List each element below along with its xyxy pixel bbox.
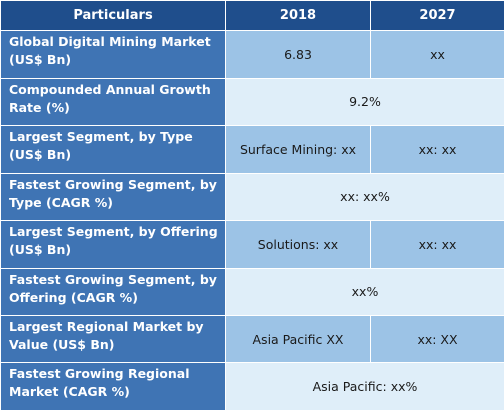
row-label: Largest Segment, by Type (US$ Bn) (0, 125, 226, 174)
header-2027: 2027 (370, 0, 504, 32)
table-row: Largest Segment, by Offering (US$ Bn) So… (0, 220, 504, 269)
row-label: Largest Regional Market by Value (US$ Bn… (0, 314, 226, 364)
row-label: Global Digital Mining Market (US$ Bn) (0, 30, 226, 79)
table-row: Compounded Annual Growth Rate (%) 9.2% (0, 77, 504, 127)
row-label: Largest Segment, by Offering (US$ Bn) (0, 220, 226, 269)
merged-value: xx: xx% (225, 172, 504, 222)
merged-value: 9.2% (225, 77, 504, 127)
value-2018: Solutions: xx (225, 220, 371, 269)
value-2027: xx (370, 30, 504, 79)
header-particulars: Particulars (0, 0, 226, 32)
merged-value: xx% (225, 267, 504, 317)
row-label: Fastest Growing Segment, by Type (CAGR %… (0, 172, 226, 222)
value-2018: Asia Pacific XX (225, 314, 371, 364)
value-2018: 6.83 (225, 30, 371, 79)
value-2027: xx: xx (370, 125, 504, 174)
value-2027: xx: XX (370, 314, 504, 364)
header-row: Particulars 2018 2027 (0, 0, 504, 32)
table-row: Fastest Growing Segment, by Offering (CA… (0, 267, 504, 317)
table-row: Largest Regional Market by Value (US$ Bn… (0, 314, 504, 364)
value-2018: Surface Mining: xx (225, 125, 371, 174)
table-row: Largest Segment, by Type (US$ Bn) Surfac… (0, 125, 504, 174)
merged-value: Asia Pacific: xx% (225, 362, 504, 411)
table-row: Fastest Growing Segment, by Type (CAGR %… (0, 172, 504, 222)
header-2018: 2018 (225, 0, 371, 32)
table-row: Global Digital Mining Market (US$ Bn) 6.… (0, 30, 504, 79)
value-2027: xx: xx (370, 220, 504, 269)
table-row: Fastest Growing Regional Market (CAGR %)… (0, 362, 504, 411)
row-label: Fastest Growing Regional Market (CAGR %) (0, 362, 226, 411)
row-label: Fastest Growing Segment, by Offering (CA… (0, 267, 226, 317)
row-label: Compounded Annual Growth Rate (%) (0, 77, 226, 127)
